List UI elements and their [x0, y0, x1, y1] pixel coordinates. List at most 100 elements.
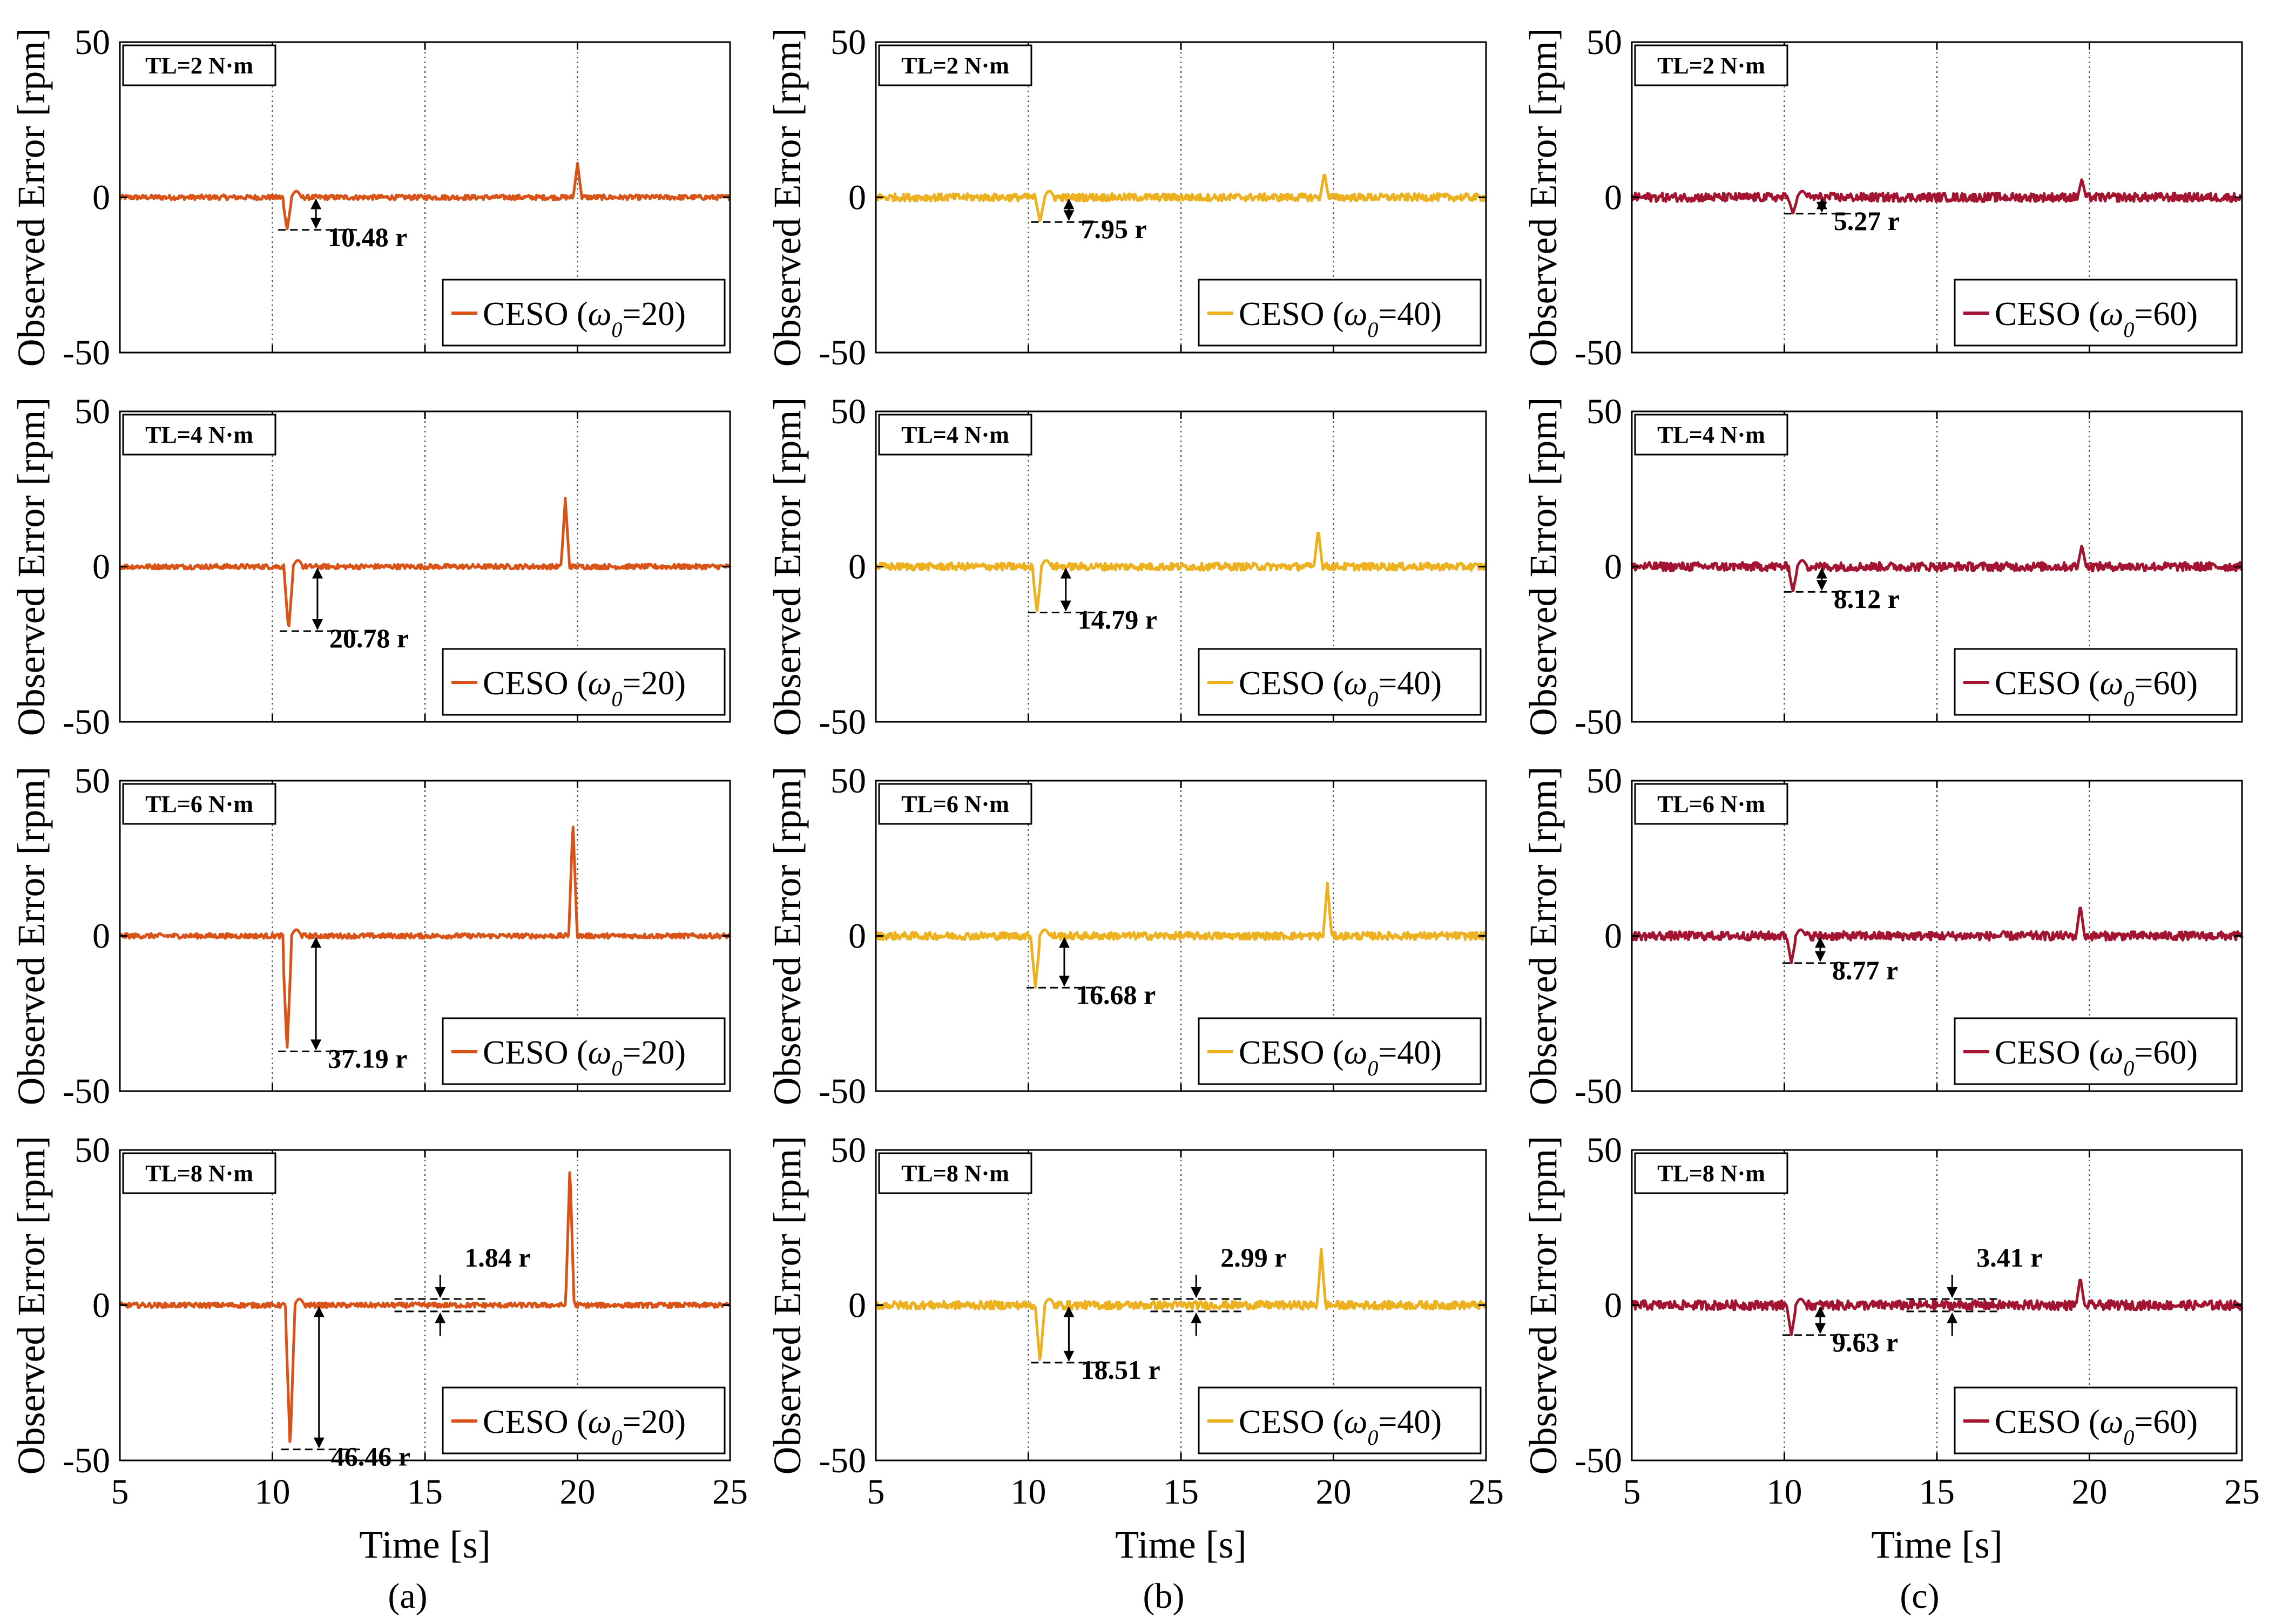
- y-tick-label: -50: [1575, 1441, 1622, 1480]
- tl-label: TL=6 N·m: [901, 791, 1009, 817]
- x-tick-label: 25: [1468, 1472, 1504, 1512]
- dip-arrow-head-up: [310, 198, 322, 209]
- y-tick-label: 0: [848, 178, 866, 218]
- legend-omega: ω: [1344, 1034, 1368, 1071]
- dip-arrow-head-down: [1814, 1323, 1826, 1334]
- tl-label-box: [878, 414, 1032, 456]
- x-tick-label: 10: [1767, 1472, 1802, 1512]
- data-line: [118, 161, 731, 231]
- dip-arrow-head-up: [1814, 937, 1826, 948]
- x-tick-label: 15: [407, 1472, 443, 1512]
- data-line: [119, 497, 732, 627]
- y-axis-label: Observed Error [rpm]: [766, 28, 809, 367]
- legend-box: [1198, 279, 1482, 347]
- dip-annotation: 5.27 r: [1834, 206, 1900, 236]
- legend-suffix: =60): [2134, 296, 2198, 333]
- legend-label: CESO (ω0=40): [1239, 665, 1442, 711]
- dip-annotation: 18.51 r: [1081, 1355, 1160, 1385]
- y-tick-label: 0: [1604, 1286, 1622, 1325]
- dip-arrow-head-up: [1063, 198, 1075, 209]
- panel-c1-r4: 50 0 -505 10 15 20 25 Observed Error [rpm] TL=8 …: [10, 1131, 748, 1566]
- dip-annotation: 16.68 r: [1076, 979, 1156, 1010]
- ripple-annotation: 2.99 r: [1220, 1242, 1286, 1273]
- legend-prefix: CESO (: [1239, 1404, 1344, 1440]
- y-axis-label: Observed Error [rpm]: [10, 28, 53, 367]
- tl-label-box: [1634, 783, 1788, 825]
- legend-box: [1954, 648, 2238, 716]
- legend-box: [442, 1017, 726, 1085]
- dip-arrow-head-down: [1814, 951, 1826, 962]
- dip-arrow-head-up: [313, 1306, 325, 1317]
- legend-suffix: =40): [1378, 1034, 1442, 1071]
- ripple-arrow-head-top: [1947, 1287, 1958, 1298]
- ripple-annotation: 1.84 r: [464, 1242, 530, 1273]
- legend-box: [1954, 1386, 2238, 1454]
- legend-box: [1198, 1386, 1482, 1454]
- y-tick-label: 0: [92, 178, 110, 218]
- legend-box: [1198, 648, 1482, 716]
- legend-omega: ω: [2100, 1034, 2124, 1071]
- y-tick-label: -50: [63, 1072, 110, 1111]
- legend-box: [442, 279, 726, 347]
- legend-subscript: 0: [2123, 317, 2134, 342]
- tl-label-box: [122, 1152, 276, 1194]
- legend-prefix: CESO (: [1995, 296, 2100, 333]
- y-tick-label: -50: [1575, 1072, 1622, 1111]
- legend-prefix: CESO (: [483, 1404, 588, 1440]
- dip-annotation: 7.95 r: [1081, 214, 1146, 244]
- x-tick-label: 20: [1316, 1472, 1352, 1512]
- legend-label: CESO (ω0=60): [1995, 665, 2198, 711]
- dip-arrow-head-down: [1058, 976, 1070, 987]
- legend-prefix: CESO (: [483, 296, 588, 333]
- legend-label: CESO (ω0=20): [483, 665, 686, 711]
- dip-arrow-head-down: [310, 1039, 322, 1051]
- legend-subscript: 0: [611, 1056, 622, 1080]
- ripple-annotation: 3.41 r: [1976, 1242, 2042, 1273]
- legend-omega: ω: [2100, 296, 2124, 333]
- x-tick-label: 10: [1011, 1472, 1046, 1512]
- legend-suffix: =20): [622, 1034, 686, 1071]
- tl-label: TL=6 N·m: [145, 791, 253, 817]
- y-axis-label: Observed Error [rpm]: [10, 767, 53, 1106]
- legend-box: [442, 648, 726, 716]
- y-tick-label: 0: [92, 547, 110, 587]
- tl-label-box: [1634, 44, 1788, 86]
- y-tick-label: 50: [75, 1131, 110, 1170]
- legend-box: [1954, 1017, 2238, 1085]
- legend-subscript: 0: [611, 687, 622, 711]
- legend-suffix: =40): [1378, 1404, 1442, 1440]
- legend-suffix: =20): [622, 296, 686, 333]
- legend-suffix: =40): [1378, 665, 1442, 702]
- caption-b: (b): [1143, 1576, 1185, 1616]
- data-line: [1630, 906, 2244, 964]
- panel-c3-r4: 50 0 -505 10 15 20 25 Observed Error [rpm] TL=8 …: [1522, 1131, 2260, 1566]
- legend-prefix: CESO (: [1239, 296, 1344, 333]
- y-tick-label: 50: [75, 761, 110, 801]
- y-tick-label: 50: [1586, 23, 1622, 62]
- dip-annotation: 10.48 r: [328, 222, 407, 252]
- x-tick-label: 25: [712, 1472, 748, 1512]
- tl-label: TL=2 N·m: [145, 52, 253, 79]
- legend-label: CESO (ω0=60): [1995, 1404, 2198, 1450]
- tl-label: TL=2 N·m: [1657, 52, 1765, 79]
- tl-label-box: [122, 414, 276, 456]
- legend-subscript: 0: [2123, 1056, 2134, 1080]
- legend-label: CESO (ω0=40): [1239, 296, 1442, 342]
- y-tick-label: -50: [819, 702, 866, 742]
- dip-arrow-head-down: [313, 1437, 325, 1449]
- ripple-arrow-head-top: [435, 1287, 446, 1298]
- x-tick-label: 5: [1623, 1472, 1641, 1512]
- y-tick-label: 50: [1586, 761, 1622, 801]
- data-line: [874, 173, 1488, 222]
- legend-prefix: CESO (: [1995, 1404, 2100, 1440]
- dip-arrow-head-up: [1058, 937, 1070, 948]
- y-tick-label: -50: [819, 333, 866, 373]
- tl-label-box: [122, 783, 276, 825]
- legend-omega: ω: [1344, 1404, 1368, 1440]
- dip-annotation: 46.46 r: [331, 1442, 410, 1472]
- y-tick-label: -50: [63, 333, 110, 373]
